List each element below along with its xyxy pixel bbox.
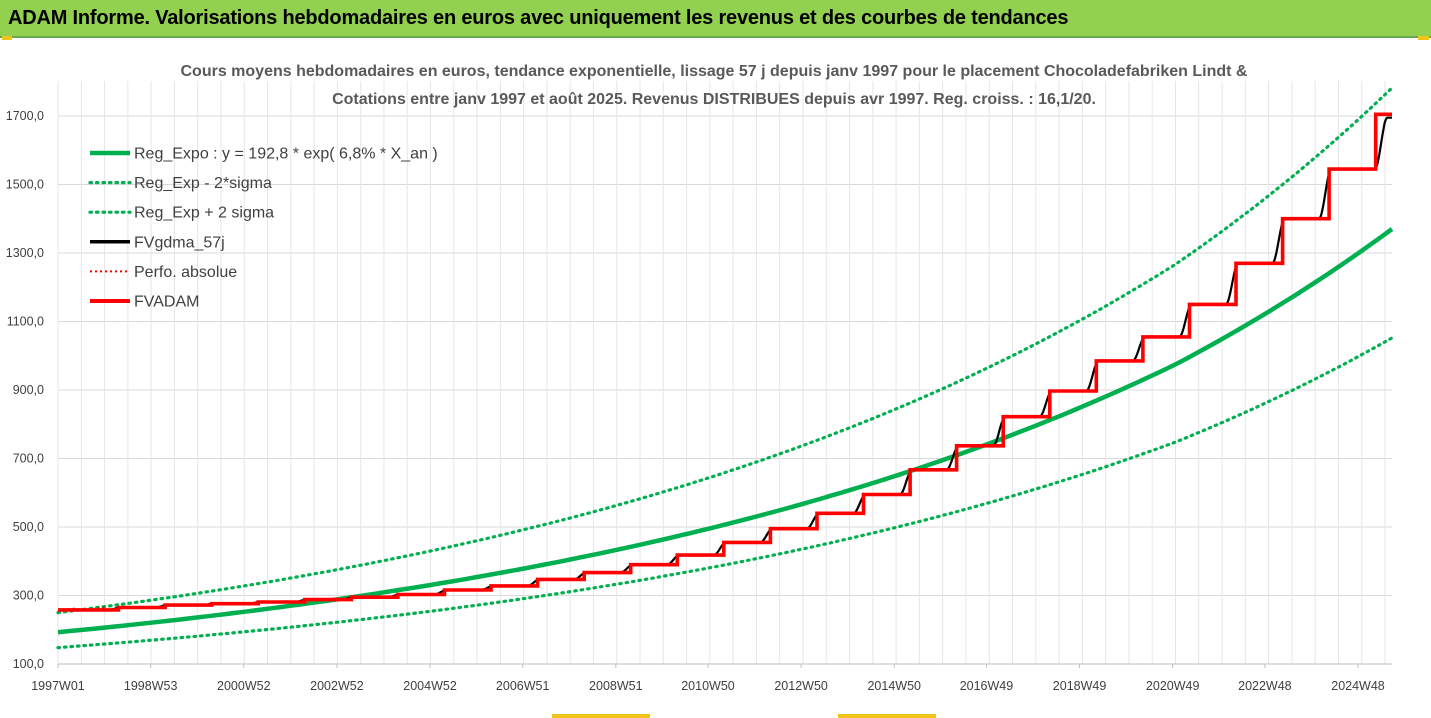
x-tick-label: 2008W51: [589, 679, 643, 693]
x-tick-label: 2000W52: [217, 679, 271, 693]
legend-label: Reg_Exp + 2 sigma: [134, 205, 274, 222]
chart: Cours moyens hebdomadaires en euros, ten…: [6, 63, 1394, 693]
y-tick-label: 1300,0: [6, 246, 44, 260]
x-tick-label: 2014W50: [867, 679, 921, 693]
x-tick-label: 2010W50: [681, 679, 735, 693]
y-tick-label: 1500,0: [6, 178, 44, 192]
corner-marker-bottom-right: [838, 714, 936, 718]
chart-title: Cours moyens hebdomadaires en euros, ten…: [181, 63, 1248, 108]
x-tick-label: 2016W49: [960, 679, 1014, 693]
legend: Reg_Expo : y = 192,8 * exp( 6,8% * X_an …: [88, 146, 438, 311]
series-line-1: [56, 336, 1394, 650]
y-tick-label: 700,0: [13, 452, 44, 466]
x-tick-label: 1998W53: [124, 679, 178, 693]
y-tick-label: 300,0: [13, 589, 44, 603]
y-tick-label: 100,0: [13, 657, 44, 671]
y-tick-label: 1700,0: [6, 109, 44, 123]
x-tick-label: 2020W49: [1146, 679, 1200, 693]
series: [56, 86, 1394, 650]
y-tick-label: 500,0: [13, 520, 44, 534]
legend-label: Perfo. absolue: [134, 264, 237, 281]
legend-label: FVADAM: [134, 294, 199, 311]
x-tick-label: 2004W52: [403, 679, 457, 693]
series-line-0: [57, 227, 1394, 635]
x-tick-label: 2002W52: [310, 679, 364, 693]
x-tick-label: 2006W51: [496, 679, 550, 693]
legend-label: Reg_Expo : y = 192,8 * exp( 6,8% * X_an …: [134, 146, 438, 163]
x-axis: 1997W01 1998W53 2000W52 2002W52 2004W52 2006W…: [31, 663, 1392, 693]
x-tick-label: 2018W49: [1053, 679, 1107, 693]
y-axis: 100,0 300,0 500,0 700,0 900,0 1100,0 1300,0 150…: [6, 109, 44, 671]
y-tick-label: 1100,0: [7, 315, 44, 329]
corner-marker-right: [1418, 36, 1429, 40]
x-tick-label: 2024W48: [1331, 679, 1385, 693]
y-tick-label: 900,0: [13, 383, 44, 397]
x-tick-label: 1997W01: [31, 679, 85, 693]
chart-title-line-2: Cotations entre janv 1997 et août 2025. …: [332, 91, 1096, 108]
report-banner: ADAM Informe. Valorisations hebdomadaire…: [0, 0, 1431, 38]
series-line-5: [58, 112, 1392, 612]
banner-title: ADAM Informe. Valorisations hebdomadaire…: [8, 7, 1069, 29]
x-tick-label: 2012W50: [774, 679, 828, 693]
legend-label: FVgdma_57j: [134, 234, 225, 251]
corner-marker-bottom-left: [552, 714, 650, 718]
corner-marker-left: [2, 36, 12, 40]
series-line-2: [56, 86, 1394, 615]
legend-label: Reg_Exp - 2*sigma: [134, 175, 272, 192]
chart-title-line-1: Cours moyens hebdomadaires en euros, ten…: [181, 63, 1248, 80]
gridlines: [57, 81, 1392, 665]
x-tick-label: 2022W48: [1238, 679, 1292, 693]
